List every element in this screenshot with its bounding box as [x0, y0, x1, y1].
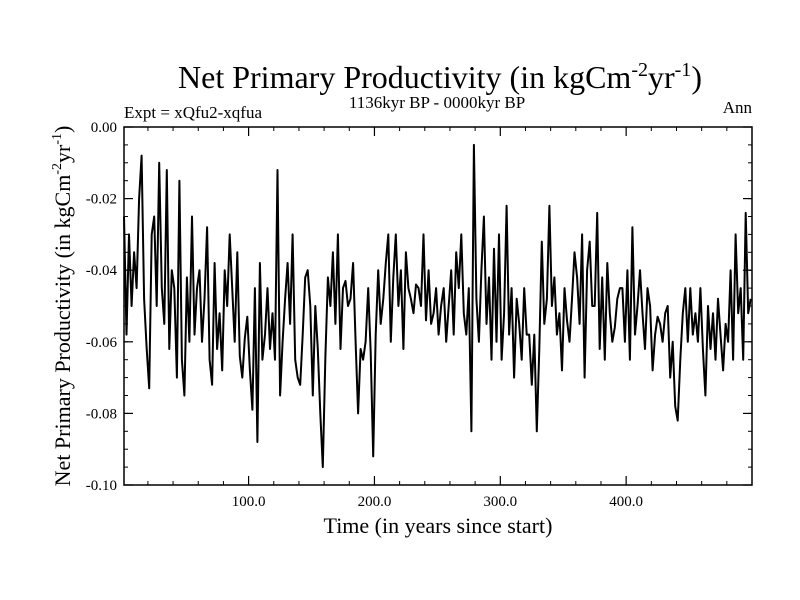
x-tick-labels: 100.0 200.0 300.0 400.0: [232, 494, 643, 510]
y-tick-label: 0.00: [91, 120, 117, 136]
chart-title-end: ): [691, 59, 702, 95]
y-tick-label: -0.10: [86, 478, 117, 494]
series-line-npp: [123, 143, 752, 469]
y-axis-label-mid: yr: [50, 144, 75, 163]
y-tick-label: -0.08: [86, 406, 117, 422]
time-range-label: 1136kyr BP - 0000kyr BP: [349, 93, 525, 112]
chart-title: Net Primary Productivity (in kgCm-2yr-1): [178, 59, 702, 95]
x-tick-label: 200.0: [358, 494, 392, 510]
x-tick-label: 300.0: [483, 494, 517, 510]
season-label: Ann: [723, 98, 753, 117]
y-tick-labels: 0.00 -0.02 -0.04 -0.06 -0.08 -0.10: [86, 120, 118, 494]
plot-frame: [123, 126, 753, 486]
y-axis-label-main: Net Primary Productivity (in kgCm: [50, 175, 75, 487]
y-axis-label-exponent-1: -2: [50, 163, 65, 175]
y-tick-label: -0.06: [86, 335, 118, 351]
x-tick-label: 400.0: [609, 494, 643, 510]
x-tick-label: 100.0: [232, 494, 266, 510]
chart-title-exponent-2: -1: [675, 59, 692, 81]
y-axis-label: Net Primary Productivity (in kgCm-2yr-1): [50, 126, 75, 487]
y-axis-label-end: ): [50, 126, 75, 133]
y-axis-label-exponent-2: -1: [50, 133, 65, 145]
x-axis-label: Time (in years since start): [324, 513, 553, 538]
y-tick-label: -0.04: [86, 263, 118, 279]
chart-title-main: Net Primary Productivity (in kgCm: [178, 59, 631, 95]
chart-title-exponent-1: -2: [631, 59, 648, 81]
experiment-label: Expt = xQfu2-xqfua: [124, 103, 262, 122]
chart-title-mid: yr: [648, 59, 675, 95]
y-tick-label: -0.02: [86, 192, 117, 208]
